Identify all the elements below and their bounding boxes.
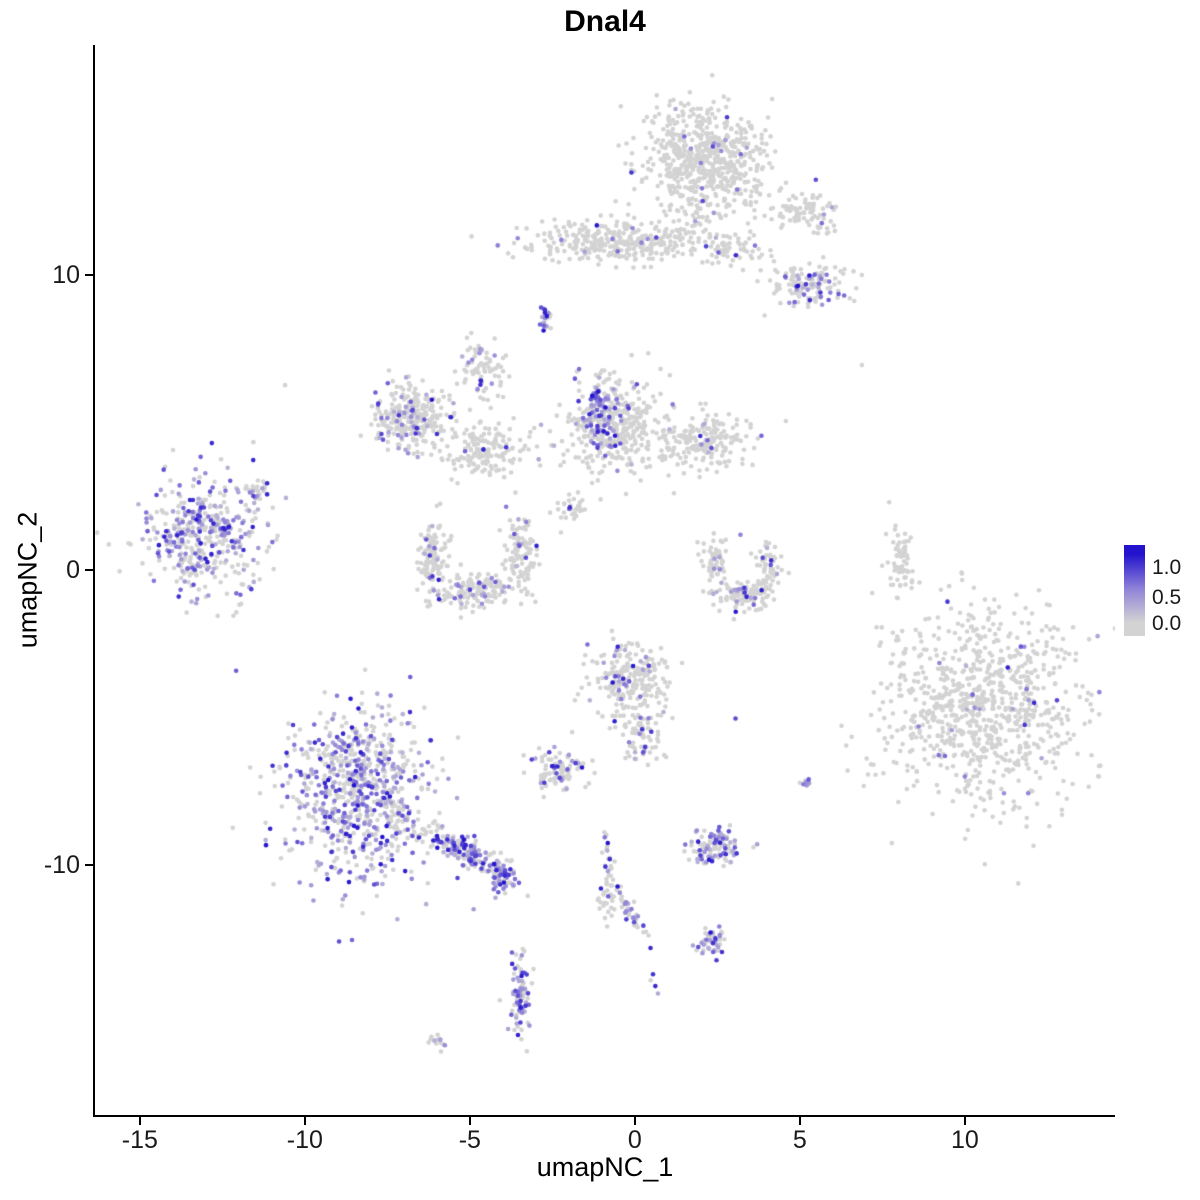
x-tick-label: -5 [458, 1126, 481, 1154]
y-tick-label: -10 [43, 851, 80, 880]
y-tick-mark [85, 569, 93, 572]
y-axis-line [93, 45, 95, 1117]
y-tick-mark [85, 274, 93, 277]
y-tick-label: 0 [66, 556, 80, 585]
legend-gradient-bar [1124, 545, 1145, 636]
legend-label-low: 0.0 [1152, 612, 1182, 635]
x-tick-mark [633, 1117, 636, 1125]
x-tick-mark [963, 1117, 966, 1125]
plot-title: Dnal4 [564, 5, 646, 38]
x-tick-mark [798, 1117, 801, 1125]
legend-label-mid: 0.5 [1152, 586, 1182, 609]
y-tick-mark [85, 864, 93, 867]
x-tick-label: -10 [286, 1126, 323, 1154]
x-tick-label: -15 [121, 1126, 158, 1154]
x-tick-label: 5 [792, 1126, 807, 1154]
x-tick-mark [468, 1117, 471, 1125]
x-tick-mark [303, 1117, 306, 1125]
legend-label-high: 1.0 [1152, 556, 1182, 579]
y-tick-label: 10 [52, 261, 80, 290]
x-tick-label: 0 [627, 1126, 642, 1154]
x-axis-line [93, 1115, 1115, 1117]
x-axis-label: umapNC_1 [536, 1152, 674, 1182]
y-axis-label: umapNC_2 [12, 511, 43, 649]
x-tick-mark [138, 1117, 141, 1125]
x-tick-label: 10 [950, 1126, 979, 1154]
